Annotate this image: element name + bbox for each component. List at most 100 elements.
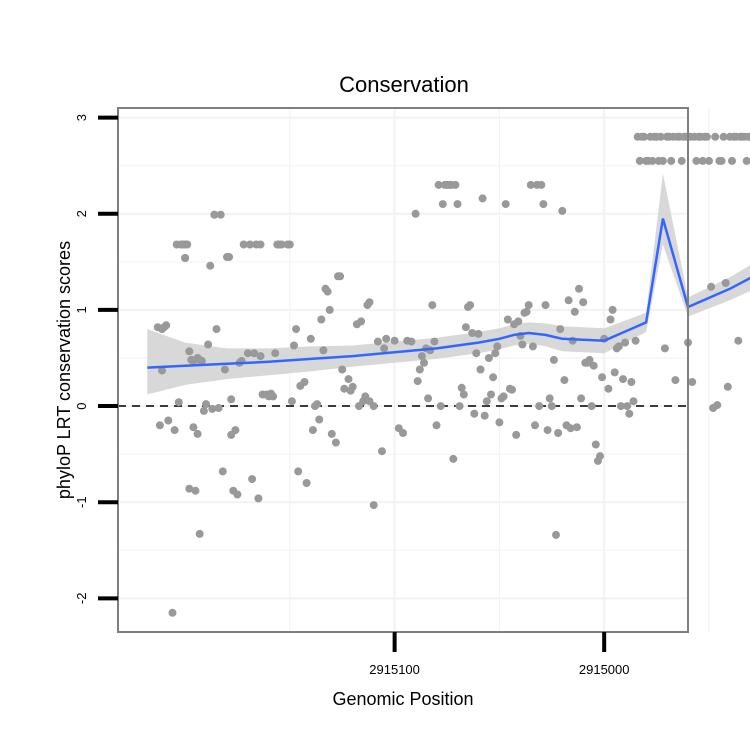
data-point — [455, 402, 464, 411]
data-point — [382, 334, 391, 343]
data-point — [407, 337, 416, 346]
data-point — [480, 411, 489, 420]
data-point — [535, 402, 544, 411]
data-point — [625, 409, 634, 418]
data-point — [572, 423, 581, 432]
data-point — [155, 421, 164, 430]
data-point — [466, 301, 475, 310]
data-point — [344, 375, 353, 384]
data-point — [713, 401, 722, 410]
data-point — [629, 397, 638, 406]
data-point — [327, 429, 336, 438]
data-point — [206, 261, 215, 270]
data-point — [470, 409, 479, 418]
data-point — [269, 392, 278, 401]
data-point — [271, 349, 280, 358]
data-point — [195, 355, 204, 364]
data-point — [191, 486, 200, 495]
data-point — [579, 298, 588, 307]
x-tick-label: 2915000 — [579, 662, 630, 677]
data-point — [476, 365, 485, 374]
data-point — [702, 132, 711, 141]
data-point — [218, 467, 227, 476]
data-point — [390, 336, 399, 345]
data-point — [692, 156, 701, 165]
data-point — [667, 156, 676, 165]
data-point — [537, 180, 546, 189]
data-point — [369, 402, 378, 411]
data-point — [231, 426, 240, 435]
data-point — [596, 452, 604, 461]
data-point — [214, 404, 223, 412]
data-point — [721, 279, 730, 287]
data-point — [503, 315, 512, 324]
data-point — [623, 402, 632, 411]
data-point — [552, 530, 560, 539]
data-point — [591, 440, 600, 449]
data-point — [348, 382, 357, 391]
y-tick-label: 2 — [74, 210, 89, 217]
data-point — [317, 315, 326, 324]
data-point — [518, 340, 527, 349]
data-point — [164, 416, 173, 425]
data-point — [436, 402, 445, 411]
data-point — [428, 301, 437, 310]
data-point — [585, 355, 594, 364]
data-point — [254, 494, 263, 503]
data-point — [478, 194, 487, 203]
data-point — [415, 365, 424, 374]
confidence-band — [147, 173, 750, 395]
data-point — [627, 378, 636, 386]
data-point — [728, 156, 736, 165]
data-point — [461, 323, 470, 332]
data-point — [610, 368, 619, 377]
data-point — [508, 385, 516, 394]
data-point — [290, 341, 298, 350]
data-point — [575, 284, 583, 293]
data-point — [158, 366, 166, 375]
data-point — [248, 475, 257, 484]
data-point — [302, 479, 311, 487]
data-point — [734, 336, 743, 345]
data-point — [522, 307, 531, 316]
data-point — [413, 377, 422, 386]
data-point — [719, 132, 728, 141]
data-point — [195, 529, 204, 538]
data-point — [256, 240, 265, 249]
x-axis: 2915100 2915000 — [369, 632, 630, 677]
data-point — [539, 200, 548, 209]
data-point — [365, 298, 374, 307]
data-point — [449, 454, 458, 463]
data-point — [181, 254, 190, 262]
data-point — [491, 349, 500, 358]
data-point — [566, 424, 575, 433]
data-point — [287, 397, 296, 406]
data-point — [319, 346, 328, 355]
data-point — [489, 373, 498, 382]
data-point — [589, 361, 598, 370]
data-point — [181, 240, 190, 249]
data-point — [185, 347, 194, 356]
y-axis: 3 2 1 0 -1 -2 — [74, 114, 118, 604]
data-point — [204, 340, 213, 349]
chart-title: Conservation — [339, 72, 469, 97]
data-point — [340, 384, 349, 393]
data-point — [631, 336, 640, 345]
data-point — [648, 156, 657, 165]
confidence-band-layer — [147, 173, 750, 395]
data-point — [438, 200, 447, 209]
data-point — [598, 373, 607, 382]
data-point — [357, 317, 366, 326]
data-point — [225, 253, 234, 261]
data-point — [474, 329, 483, 338]
data-point — [635, 156, 644, 165]
data-point — [250, 349, 259, 358]
data-point — [746, 132, 750, 141]
data-point — [556, 325, 565, 334]
data-point — [399, 429, 407, 437]
y-tick-label: -1 — [74, 496, 89, 508]
data-point — [560, 376, 569, 385]
data-point — [671, 376, 680, 385]
smooth-line — [147, 218, 750, 369]
